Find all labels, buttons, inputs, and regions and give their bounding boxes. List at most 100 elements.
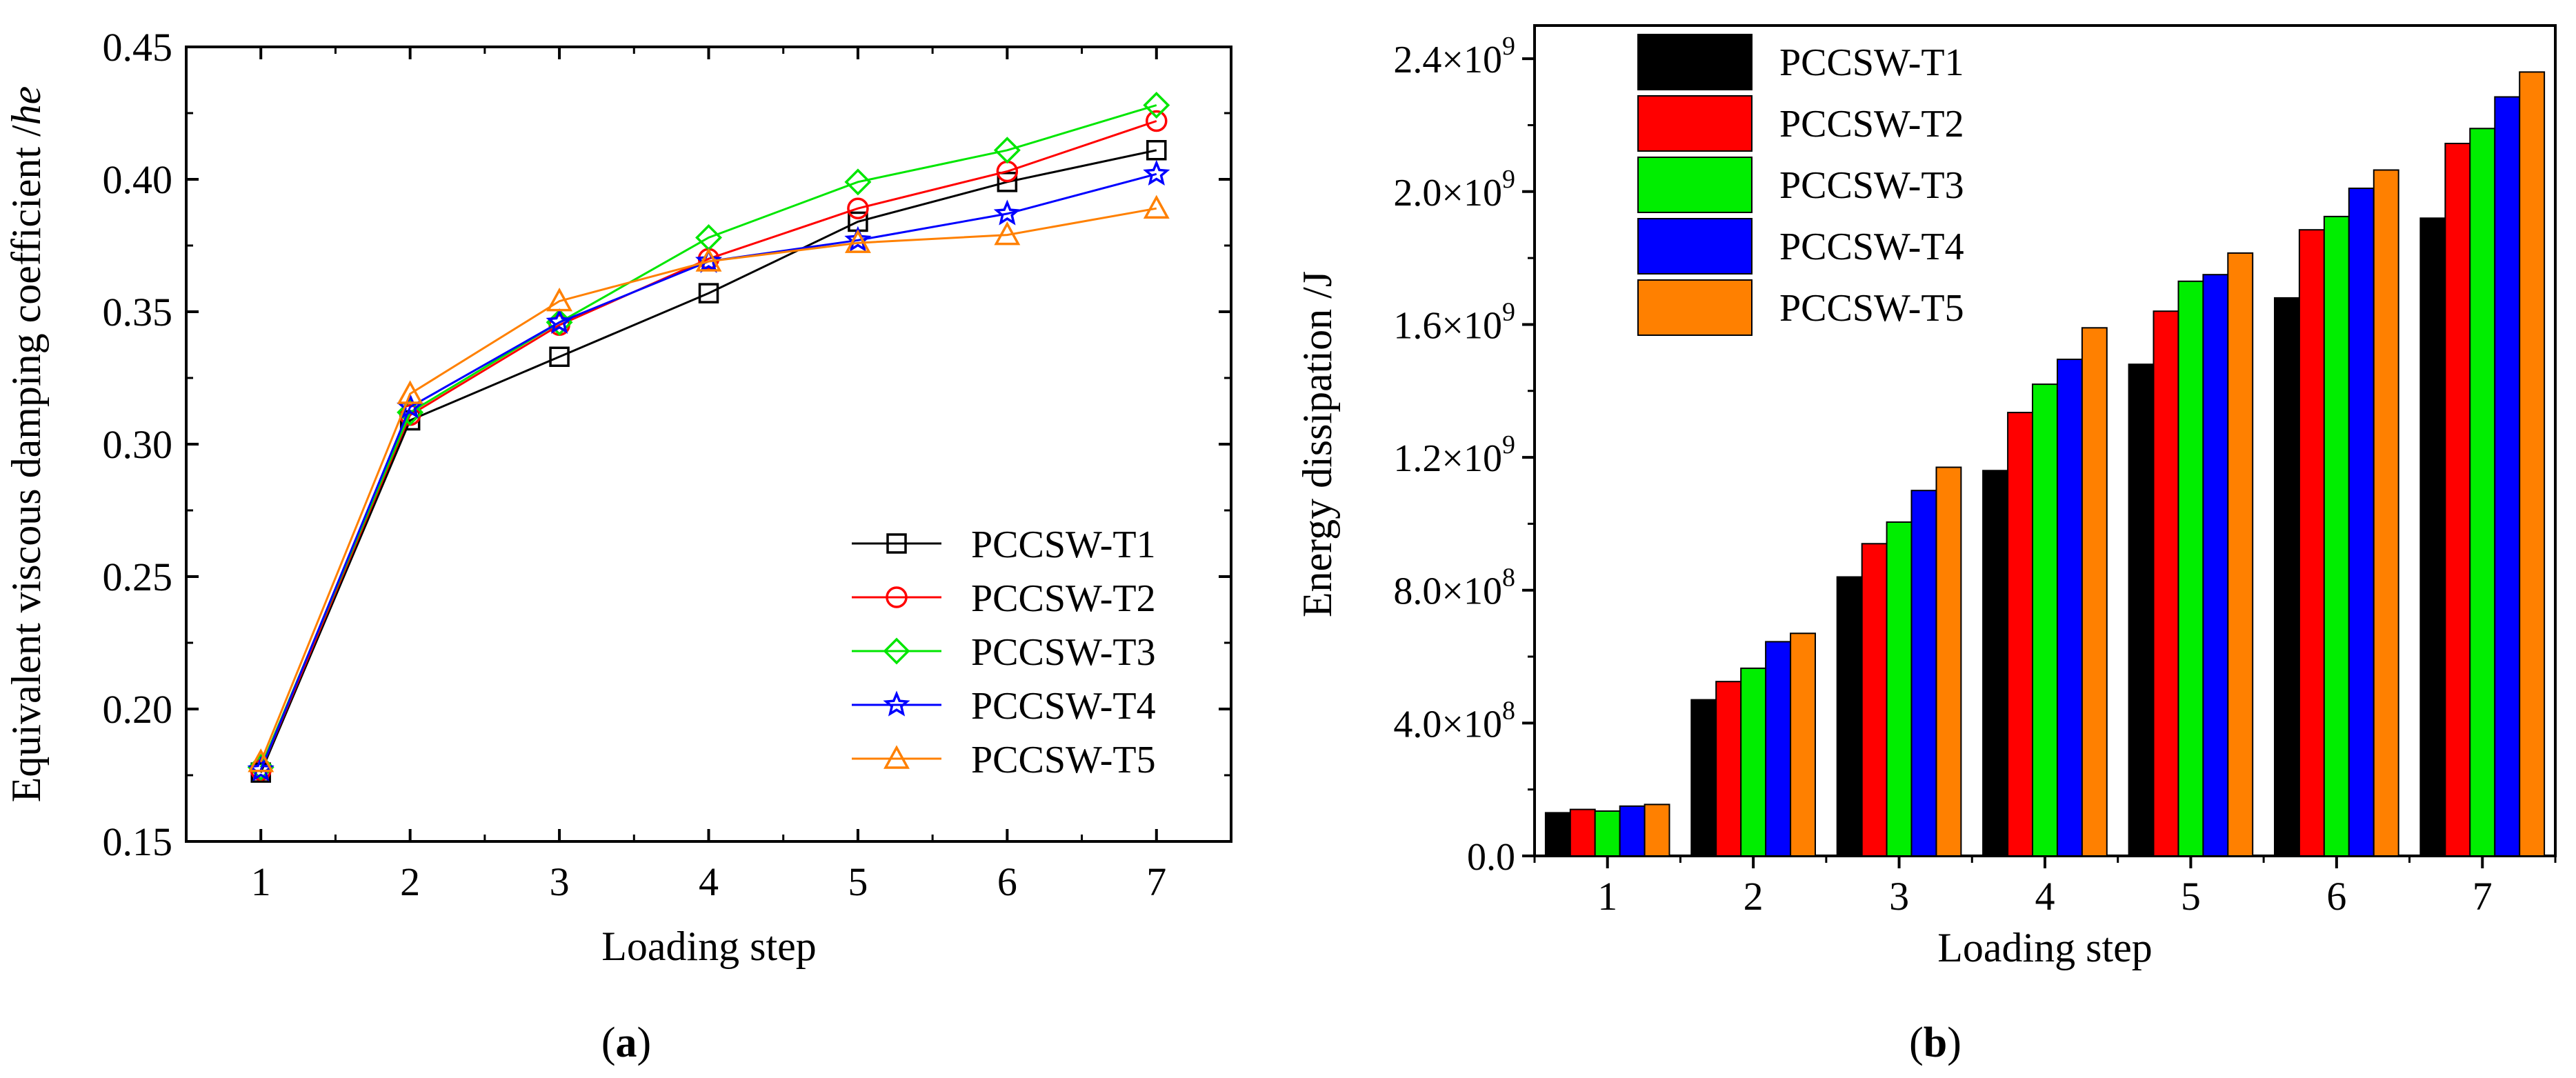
y-tick-label: 1.6×109: [1393, 297, 1515, 347]
bar: [2202, 274, 2229, 857]
x-tick-label: 3: [550, 859, 570, 904]
y-tick-label: 1.2×109: [1393, 430, 1515, 480]
y-tick-label: 0.20: [103, 687, 173, 732]
series-line: [259, 207, 1157, 763]
legend-marker: [883, 745, 910, 769]
bar: [2007, 412, 2034, 857]
y-tick-label-exponent: 9: [1502, 430, 1515, 459]
bar: [2373, 169, 2399, 857]
panel-a-x-axis-label: Loading step: [601, 924, 817, 969]
data-point: [397, 399, 424, 426]
panel-b-bars: [1544, 71, 2546, 857]
bar: [2153, 310, 2179, 857]
data-point: [844, 226, 872, 252]
bar: [2494, 96, 2521, 857]
bar: [2419, 217, 2446, 857]
legend-label: PCCSW-T1: [1779, 41, 1964, 84]
series-line: [259, 149, 1157, 773]
bar: [2274, 297, 2300, 857]
legend-label: PCCSW-T3: [1779, 164, 1964, 207]
y-tick-label: 0.0: [1467, 836, 1515, 879]
bar: [1544, 812, 1571, 857]
panel-b-y-axis-label: Energy dissipation /J: [1295, 271, 1340, 617]
bar: [2298, 229, 2325, 857]
y-tick-label-mantissa: 8.0×10: [1393, 570, 1502, 613]
legend-swatch: [1637, 218, 1753, 275]
data-point: [1143, 159, 1170, 186]
legend-swatch: [1637, 95, 1753, 152]
legend-label: PCCSW-T4: [1779, 226, 1964, 268]
bar: [2348, 188, 2375, 857]
series-line: [259, 120, 1157, 770]
y-tick-label: 8.0×108: [1393, 563, 1515, 613]
data-point: [1143, 194, 1170, 219]
bar: [1644, 803, 1670, 857]
series-PCCSW-T5: [1644, 71, 2546, 857]
bar: [2177, 280, 2204, 857]
x-tick-label: 1: [1597, 874, 1617, 919]
data-point: [546, 308, 573, 334]
y-tick-label: 2.4×109: [1393, 32, 1515, 81]
legend-label: PCCSW-T1: [971, 523, 1156, 566]
bar: [1836, 576, 1863, 857]
legend-marker: [883, 690, 910, 717]
y-tick-label-exponent: 9: [1502, 32, 1515, 61]
data-point: [546, 288, 573, 312]
bar: [2469, 128, 2496, 857]
bar: [2227, 252, 2254, 857]
data-point: [993, 137, 1021, 164]
panel-a-series: [247, 92, 1170, 783]
panel-b-legend: PCCSW-T1 PCCSW-T2 PCCSW-T3 PCCSW-T4 PCCSW-T5: [1637, 34, 1964, 336]
panel-a-legend: PCCSW-T1 PCCSW-T2 PCCSW-T3 PCCSW-T4 PCCSW-T5: [852, 523, 1156, 781]
data-point: [695, 247, 723, 273]
panel-a-y-axis-label: Equivalent viscous damping coefficient /…: [3, 86, 49, 803]
y-tick-label-exponent: 8: [1502, 563, 1515, 592]
bar: [1740, 667, 1767, 857]
y-tick-label-exponent: 9: [1502, 297, 1515, 326]
data-point: [1143, 92, 1170, 119]
data-point: [844, 168, 872, 196]
legend-label: PCCSW-T2: [971, 577, 1156, 620]
panel-b-tick-labels: 0.0 4.0×10 88.0×108 1.2×109 1.6×109 2.0×109 2.…: [1393, 32, 2492, 919]
data-point: [847, 197, 869, 219]
bar: [1910, 490, 1937, 857]
x-tick-label: 6: [2326, 874, 2346, 919]
x-tick-label: 1: [251, 859, 271, 904]
panel-a-tick-labels: 0.15 0.20 0.25 0.30 0.35 0.40 0.45 1 2 3 4 5 6 7: [103, 25, 1167, 904]
bar: [1886, 521, 1913, 857]
data-point: [695, 248, 722, 272]
bar: [2519, 71, 2546, 857]
y-tick-label: 0.35: [103, 290, 173, 335]
panel-a-caption: (a): [601, 1019, 651, 1066]
bar: [2444, 143, 2471, 857]
y-tick-label: 2.0×109: [1393, 165, 1515, 214]
series-PCCSW-T3: [1594, 128, 2496, 857]
legend-swatch: [1637, 34, 1753, 90]
legend-marker: [883, 637, 910, 665]
panel-a-y-axis-label-text: Equivalent viscous damping coefficient /: [3, 125, 49, 802]
series-PCCSW-T5: [248, 194, 1170, 772]
x-tick-label: 5: [2181, 874, 2201, 919]
panel-b-bar-chart: 0.0 4.0×10 88.0×108 1.2×109 1.6×109 2.0×109 2.…: [1295, 24, 2557, 1066]
series-PCCSW-T3: [247, 92, 1170, 781]
panel-b-axis-ticks: [1522, 57, 2557, 868]
x-tick-label: 3: [1889, 874, 1909, 919]
data-point: [1146, 140, 1167, 161]
legend-marker: [886, 586, 908, 608]
y-tick-label-mantissa: 4.0×10: [1393, 703, 1502, 746]
panel-b-caption: (b): [1909, 1019, 1961, 1066]
legend-swatch: [1637, 157, 1753, 213]
x-tick-label: 5: [848, 859, 868, 904]
x-tick-label: 2: [1744, 874, 1764, 919]
bar: [1765, 641, 1792, 857]
bar: [2081, 327, 2108, 857]
legend-marker: [886, 533, 907, 554]
x-tick-label: 4: [2035, 874, 2055, 919]
x-tick-label: 2: [400, 859, 420, 904]
panel-a-caption-letter: a: [616, 1019, 637, 1066]
panel-b-caption-letter: b: [1924, 1019, 1947, 1066]
y-tick-label: 0.15: [103, 819, 173, 864]
legend-label: PCCSW-T5: [971, 739, 1156, 781]
bar: [1619, 805, 1646, 857]
